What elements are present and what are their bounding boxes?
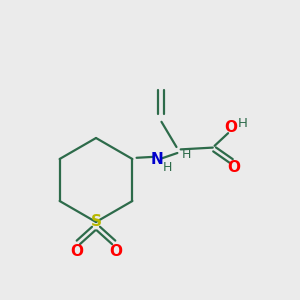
Text: S: S — [91, 214, 101, 230]
Text: H: H — [182, 148, 191, 161]
Text: N: N — [151, 152, 164, 167]
Text: O: O — [109, 244, 122, 260]
Text: O: O — [224, 120, 237, 135]
Text: O: O — [70, 244, 83, 260]
Text: H: H — [163, 161, 172, 174]
Text: H: H — [238, 117, 248, 130]
Text: O: O — [227, 160, 240, 175]
